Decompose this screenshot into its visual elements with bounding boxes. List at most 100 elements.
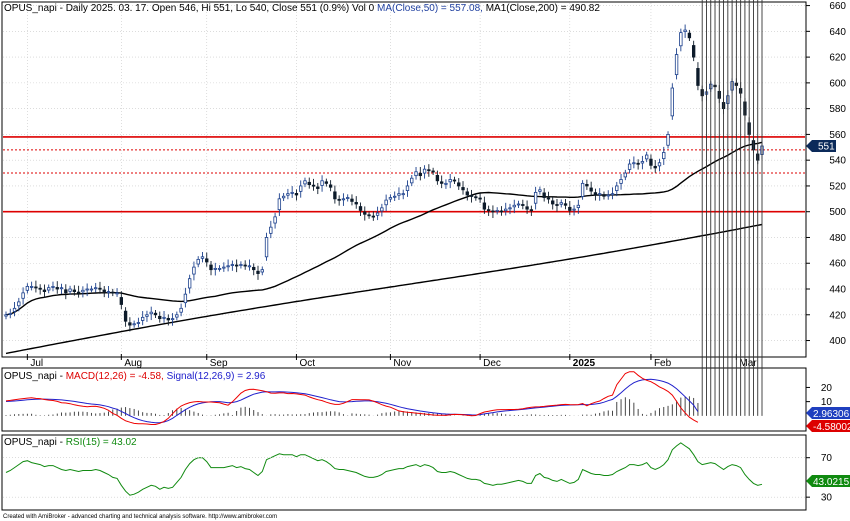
signal-badge: 2.96306 bbox=[806, 407, 850, 420]
macd-label: MACD(12,26) = -4.58, bbox=[66, 371, 164, 382]
candle-body bbox=[196, 258, 200, 265]
macd-tick-label: 20 bbox=[821, 383, 833, 394]
candle-body bbox=[393, 195, 397, 198]
candle-body bbox=[307, 181, 311, 186]
macd-lines bbox=[5, 371, 699, 425]
candle-body bbox=[439, 181, 444, 184]
rsi-badge: 43.0215 bbox=[806, 475, 850, 488]
candle-body bbox=[657, 162, 662, 167]
candle-body bbox=[666, 134, 670, 146]
candle-body bbox=[478, 197, 482, 200]
rsi-header: OPUS_napi - RSI(15) = 43.02 bbox=[4, 437, 137, 448]
candle-body bbox=[38, 287, 42, 290]
candle-body bbox=[21, 292, 25, 299]
candle-body bbox=[623, 172, 627, 178]
candle-body bbox=[222, 266, 226, 269]
price-tick-label: 560 bbox=[829, 130, 846, 141]
candle-body bbox=[380, 207, 384, 212]
signal-line bbox=[5, 378, 699, 424]
candle-body bbox=[521, 204, 525, 206]
candle-body bbox=[17, 301, 21, 307]
candle-body bbox=[264, 237, 269, 258]
candle-body bbox=[209, 264, 213, 271]
candle-body bbox=[286, 193, 290, 196]
month-label: Jul bbox=[30, 358, 43, 369]
candle-body bbox=[559, 202, 563, 205]
candle-body bbox=[290, 191, 294, 194]
rsi-line bbox=[5, 442, 763, 496]
candle-body bbox=[401, 193, 405, 196]
candle-body bbox=[346, 197, 350, 199]
candle-body bbox=[115, 292, 119, 295]
candle-body bbox=[435, 174, 440, 182]
candle-body bbox=[516, 203, 521, 206]
candle-body bbox=[499, 210, 504, 213]
candle-body bbox=[491, 210, 495, 213]
month-label: Aug bbox=[124, 358, 142, 369]
candle-body bbox=[636, 162, 640, 165]
candle-body bbox=[384, 199, 388, 206]
rsi-badge-text: 43.0215 bbox=[813, 477, 850, 488]
candle-body bbox=[410, 177, 414, 184]
candle-body bbox=[341, 198, 346, 201]
rsi-panel-frame bbox=[1, 434, 807, 511]
candle-body bbox=[606, 194, 610, 197]
candle-body bbox=[247, 265, 252, 268]
candle-body bbox=[76, 291, 81, 294]
candle-body bbox=[495, 210, 499, 212]
macd-badge: -4.58002 bbox=[806, 420, 850, 433]
month-label: Oct bbox=[299, 358, 315, 369]
month-label: Mar bbox=[739, 358, 757, 369]
candle-body bbox=[533, 191, 538, 204]
price-header-text: OPUS_napi - Daily 2025. 03. 17. Open 546… bbox=[4, 3, 375, 14]
candle-body bbox=[687, 32, 692, 39]
candle-body bbox=[119, 297, 123, 305]
month-label: Dec bbox=[483, 358, 501, 369]
candle-body bbox=[179, 307, 183, 313]
last-price-badge: 551 bbox=[806, 140, 836, 153]
candle-body bbox=[226, 265, 230, 268]
candle-body bbox=[358, 206, 363, 211]
candle-body bbox=[281, 195, 286, 199]
candle-body bbox=[123, 310, 128, 322]
rsi-tick-label: 70 bbox=[821, 453, 833, 464]
candle-body bbox=[277, 198, 282, 211]
price-tick-label: 420 bbox=[829, 310, 846, 321]
candle-body bbox=[422, 168, 427, 174]
candle-body bbox=[42, 289, 47, 292]
signal-badge-text: 2.96306 bbox=[813, 409, 850, 420]
candle-body bbox=[256, 270, 260, 274]
candle-body bbox=[457, 182, 461, 187]
candle-body bbox=[683, 29, 687, 33]
candle-body bbox=[141, 316, 145, 321]
candle-body bbox=[299, 185, 303, 192]
rsi-axis-ticks: 30 70 bbox=[3, 453, 833, 504]
support-resistance-lines bbox=[3, 136, 805, 213]
candle-body bbox=[187, 278, 192, 289]
candle-body bbox=[580, 182, 585, 197]
price-tick-label: 480 bbox=[829, 233, 846, 244]
candle-body bbox=[461, 187, 465, 191]
price-header: OPUS_napi - Daily 2025. 03. 17. Open 546… bbox=[4, 3, 600, 14]
candle-body bbox=[111, 291, 115, 294]
candle-body bbox=[632, 162, 636, 165]
candle-body bbox=[670, 87, 674, 117]
candle-body bbox=[192, 266, 196, 275]
candle-body bbox=[316, 186, 320, 189]
candle-body bbox=[34, 286, 38, 289]
last-price-badge-text: 551 bbox=[818, 142, 835, 153]
candle-body bbox=[674, 54, 679, 76]
candle-body bbox=[205, 258, 209, 263]
candle-body bbox=[72, 289, 77, 292]
candle-body bbox=[414, 171, 418, 177]
price-tick-label: 580 bbox=[829, 104, 846, 115]
candle-body bbox=[640, 161, 645, 164]
candle-body bbox=[324, 181, 329, 184]
price-tick-label: 540 bbox=[829, 156, 846, 167]
candle-body bbox=[136, 322, 141, 324]
candle-body bbox=[525, 206, 529, 210]
candle-body bbox=[452, 179, 457, 182]
rsi-tick-label: 30 bbox=[821, 493, 833, 504]
candle-body bbox=[427, 169, 431, 172]
candle-body bbox=[388, 197, 393, 200]
